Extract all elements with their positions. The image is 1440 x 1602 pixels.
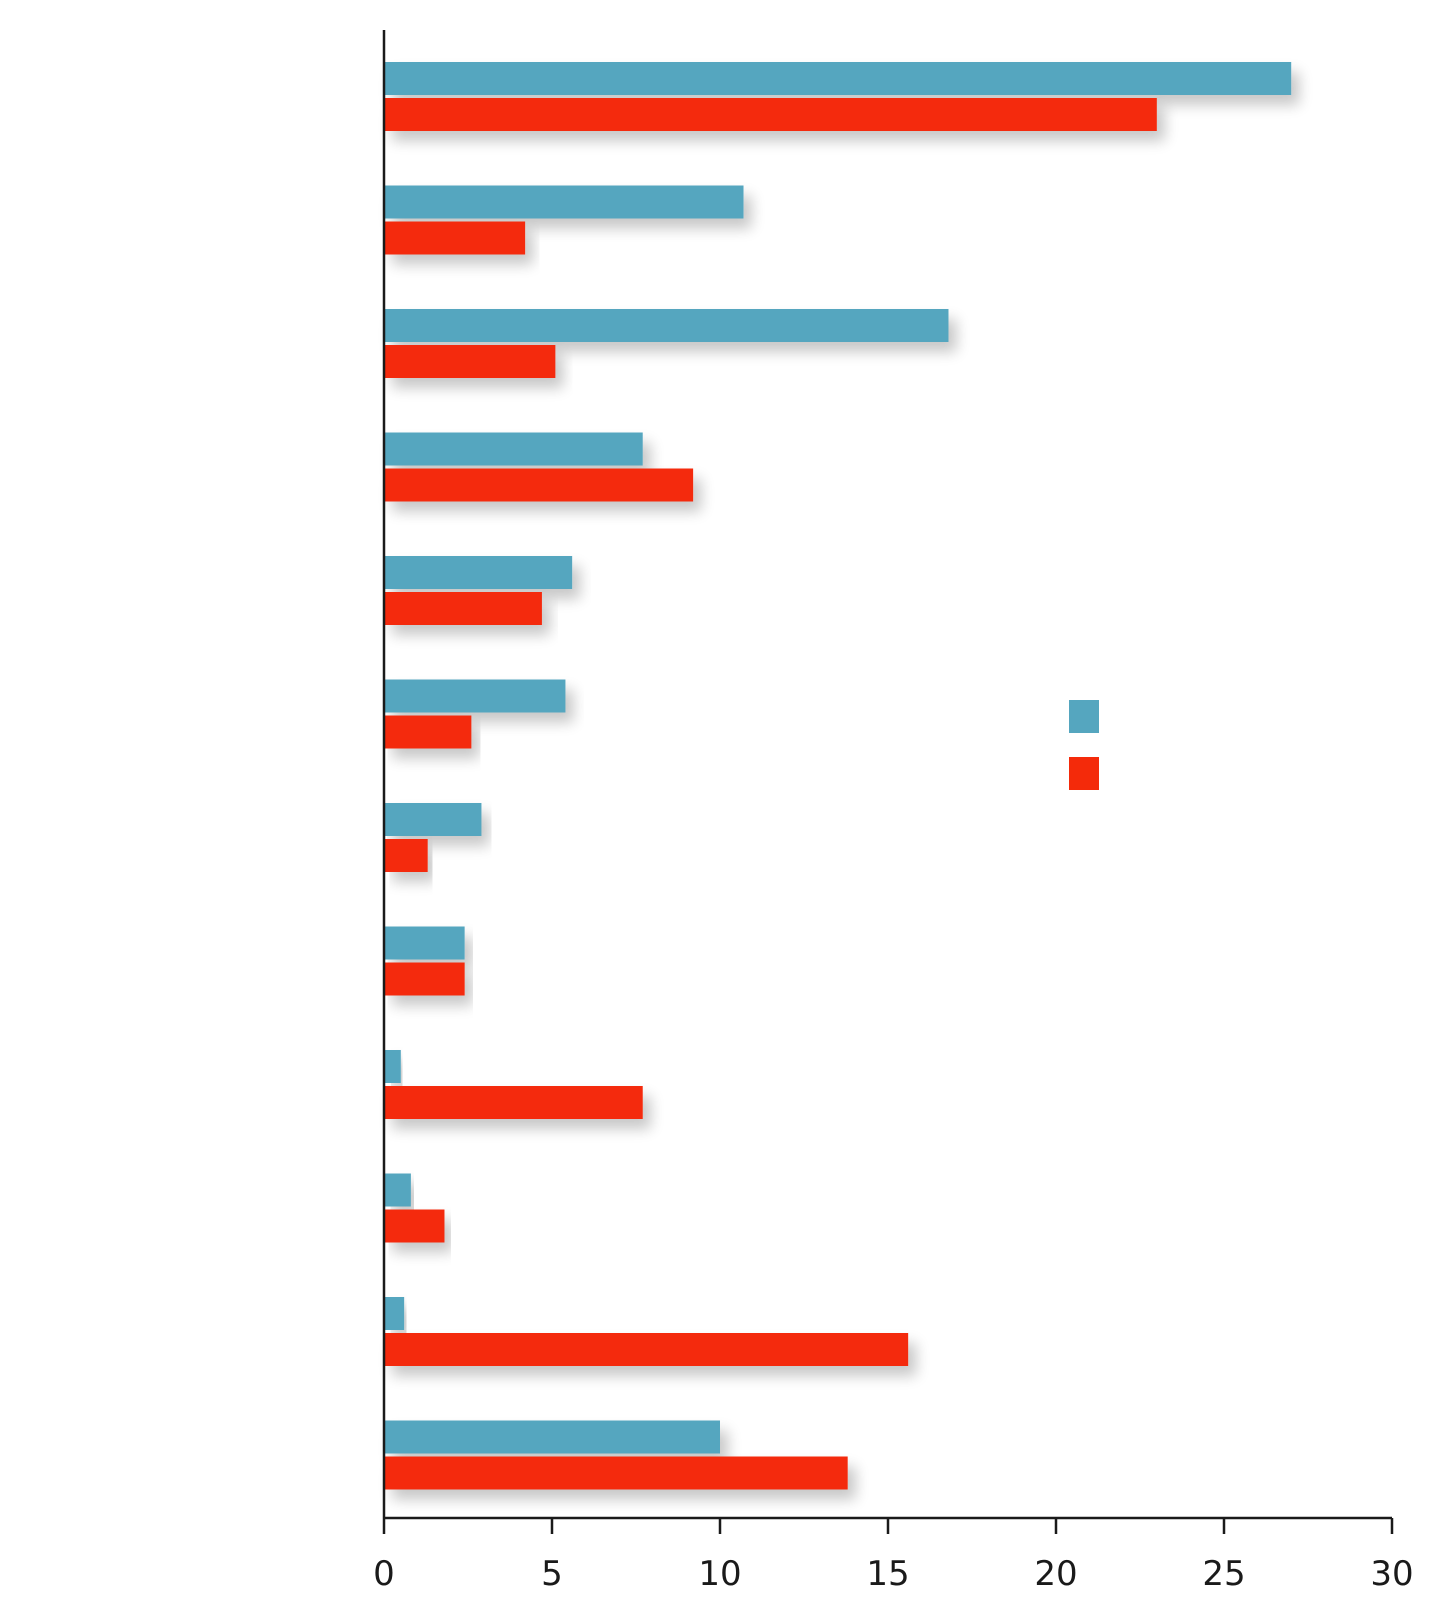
bar-series-1-row-4 (384, 432, 643, 466)
x-tick-label-5: 5 (541, 1554, 563, 1594)
bar-series-1-row-3 (384, 309, 949, 342)
bar-series-2-row-3 (384, 345, 556, 378)
legend-swatch-series-2 (1069, 757, 1099, 790)
legend-swatch-series-1 (1069, 700, 1099, 733)
bar-series-2-row-10 (384, 1209, 445, 1243)
bar-series-1-row-8 (384, 926, 465, 960)
bar-series-2-row-4 (384, 468, 694, 502)
legend (1069, 700, 1099, 790)
x-axis: 0 5 10 15 20 25 30 (373, 30, 1414, 1594)
bar-series-1-row-6 (384, 679, 566, 713)
bar-series-2-row-9 (384, 1086, 643, 1119)
bar-series-2-row-6 (384, 715, 472, 749)
bar-series-1-row-5 (384, 556, 573, 589)
bar-series-1-row-1 (384, 62, 1292, 95)
x-tick-label-10: 10 (698, 1554, 741, 1594)
bar-series-1-row-12 (384, 1420, 720, 1454)
x-tick-label-0: 0 (373, 1554, 395, 1594)
bar-series-2-row-2 (384, 221, 526, 255)
bar-series-2-row-1 (384, 98, 1157, 131)
bar-series-2-row-11 (384, 1333, 909, 1366)
bar-series-1-row-7 (384, 803, 482, 836)
bar-series-2-row-7 (384, 839, 428, 872)
x-tick-label-20: 20 (1034, 1554, 1077, 1594)
bar-series-1-row-2 (384, 185, 744, 219)
x-tick-label-15: 15 (866, 1554, 909, 1594)
bars-group (384, 62, 1292, 1490)
bar-series-2-row-12 (384, 1456, 848, 1490)
bar-series-2-row-8 (384, 962, 465, 996)
x-tick-label-25: 25 (1202, 1554, 1245, 1594)
bar-series-1-row-10 (384, 1173, 411, 1207)
bar-series-2-row-5 (384, 592, 542, 625)
bar-series-1-row-11 (384, 1297, 405, 1330)
x-tick-label-30: 30 (1370, 1554, 1413, 1594)
bar-series-1-row-9 (384, 1050, 401, 1083)
